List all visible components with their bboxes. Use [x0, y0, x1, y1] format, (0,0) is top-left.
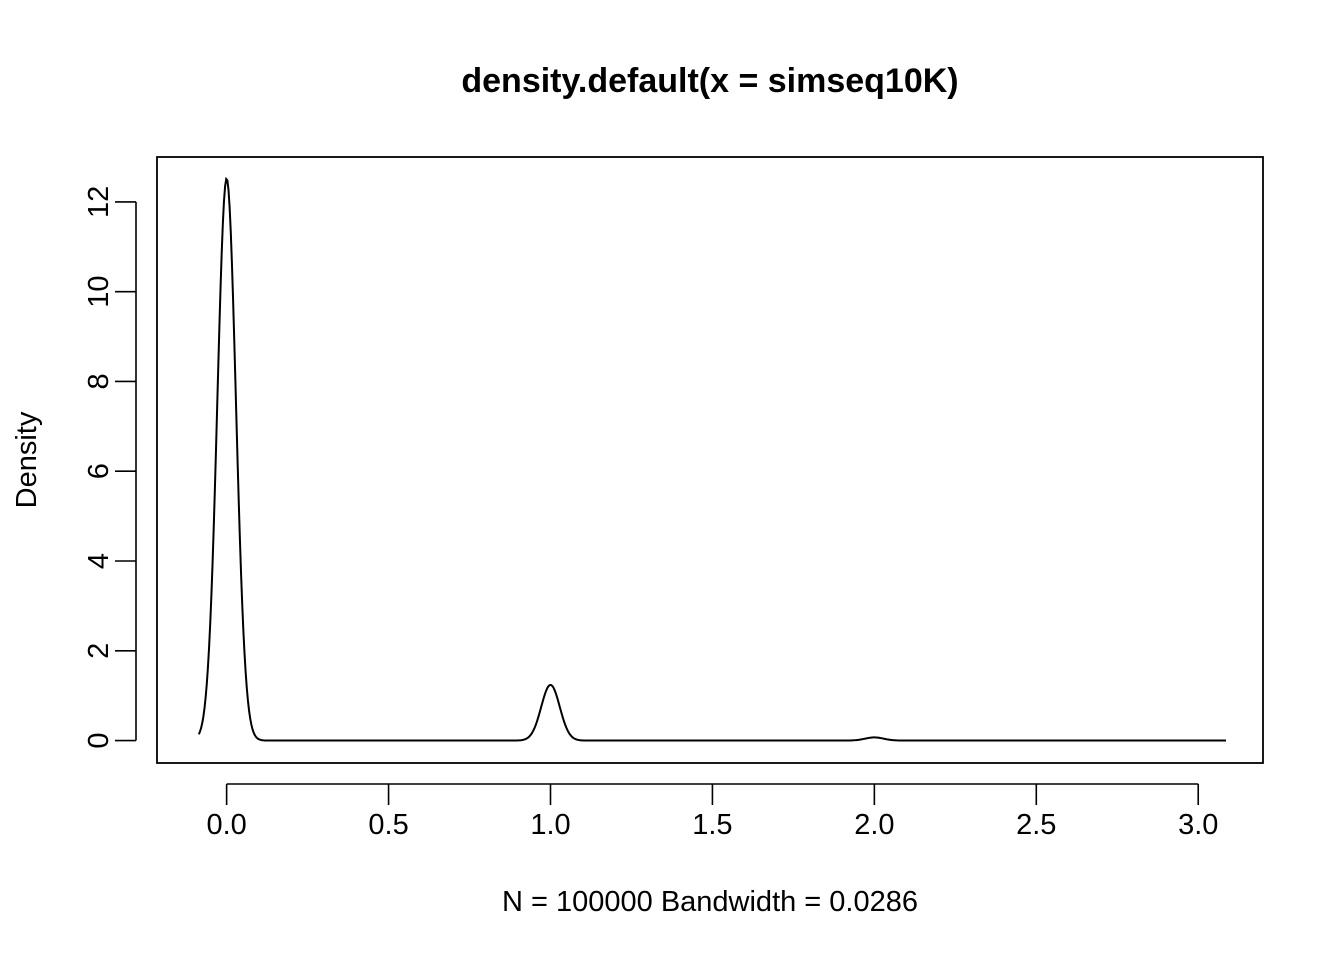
x-axis-label: N = 100000 Bandwidth = 0.0286 [502, 886, 918, 918]
x-tick-label: 3.0 [1178, 809, 1218, 841]
y-tick-label: 6 [83, 463, 115, 479]
y-axis: 0 2 4 6 8 10 12 [83, 186, 137, 749]
y-tick-label: 4 [83, 553, 115, 569]
y-tick-label: 8 [83, 373, 115, 389]
x-axis: 0.0 0.5 1.0 1.5 2.0 2.5 3.0 [206, 783, 1218, 841]
x-tick-label: 0.0 [206, 809, 246, 841]
y-tick-label: 12 [83, 186, 115, 218]
x-tick-label: 2.0 [854, 809, 894, 841]
x-tick-label: 0.5 [368, 809, 408, 841]
chart-title: density.default(x = simseq10K) [461, 62, 958, 100]
x-tick-label: 1.5 [692, 809, 732, 841]
plot-frame [156, 156, 1264, 764]
y-tick-label: 0 [83, 732, 115, 748]
y-tick-label: 10 [83, 276, 115, 308]
density-curve [197, 176, 1227, 742]
x-tick-label: 2.5 [1016, 809, 1056, 841]
x-tick-label: 1.0 [530, 809, 570, 841]
y-axis-label: Density [11, 411, 43, 508]
y-tick-label: 2 [83, 643, 115, 659]
